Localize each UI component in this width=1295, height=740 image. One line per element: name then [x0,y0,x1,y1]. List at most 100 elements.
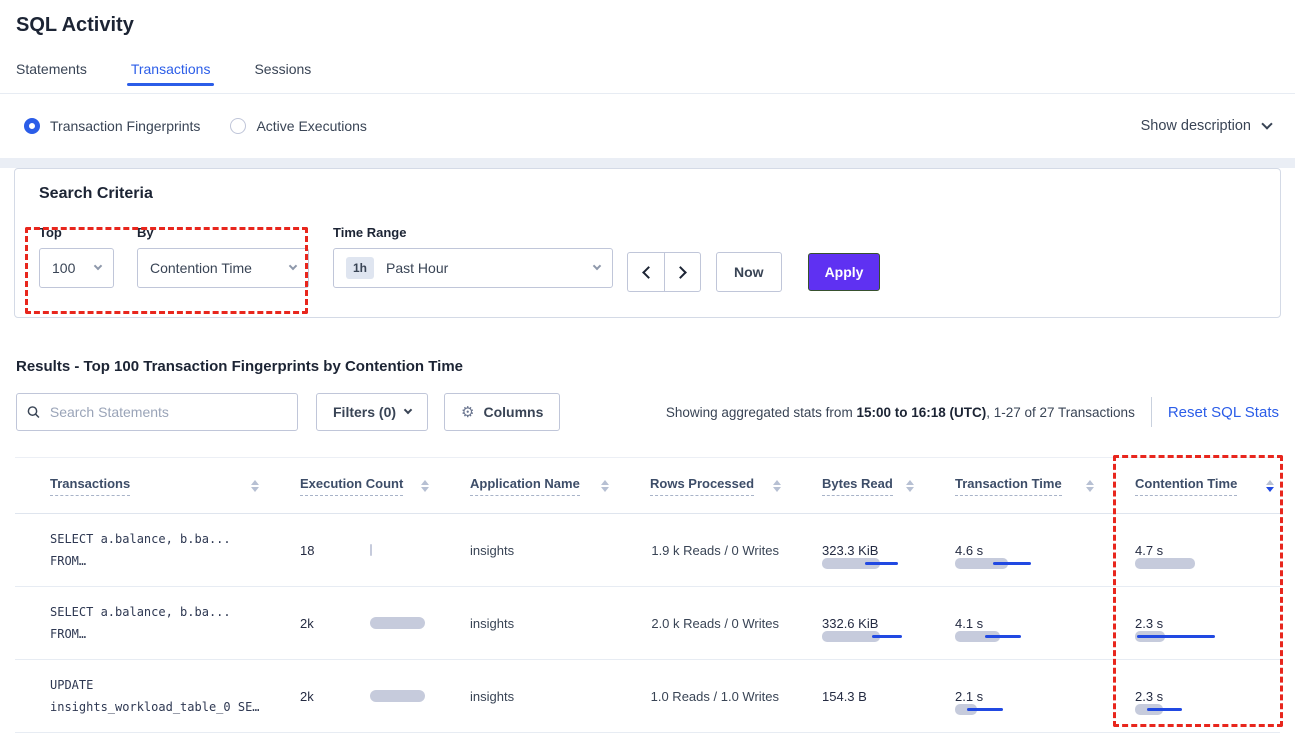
tab-statements[interactable]: Statements [16,61,87,77]
table-header-row: Transactions Execution Count Application… [15,458,1280,514]
top-select-value: 100 [52,260,76,276]
search-criteria-form: Top 100 By Contention Time Time Range 1h… [39,225,1256,292]
header-transactions: Transactions [15,476,265,496]
filters-button[interactable]: Filters (0) [316,393,429,431]
contention-time-cell: 4.7 s [1100,543,1280,569]
top-label: Top [39,225,62,240]
execution-count-bar [370,690,425,702]
next-time-button[interactable] [664,252,701,292]
execution-count-cell: 2k [265,616,435,631]
transaction-time-cell: 4.6 s [920,543,1100,569]
previous-time-button[interactable] [627,252,664,292]
execution-count-cell: 18 [265,543,435,558]
transaction-time-bar [955,630,1000,642]
transaction-time-stddev-line [967,707,1003,711]
time-range-select[interactable]: 1h Past Hour [333,248,613,288]
rows-processed-cell: 1.0 Reads / 1.0 Writes [650,688,779,704]
by-select[interactable]: Contention Time [137,248,309,288]
top-field-group: Top 100 [39,225,114,288]
header-execution-count: Execution Count [265,476,435,496]
by-select-value: Contention Time [150,260,252,276]
execution-count-bar [370,617,425,629]
rows-processed-cell: 2.0 k Reads / 0 Writes [651,615,779,631]
radio-unselected-icon[interactable] [230,118,247,134]
sort-icon[interactable] [421,479,429,492]
search-icon [27,406,40,419]
by-label: By [137,225,154,240]
bytes-read-stddev-line [865,561,898,565]
section-divider [0,158,1295,168]
transaction-time-cell: 4.1 s [920,616,1100,642]
sort-icon-active-desc[interactable] [1266,479,1274,492]
bytes-read-cell: 323.3 KiB [787,543,920,569]
radio-label-transaction-fingerprints[interactable]: Transaction Fingerprints [50,118,201,134]
now-button[interactable]: Now [716,252,782,292]
bytes-read-cell: 154.3 B [822,688,867,704]
time-step-buttons [627,252,701,292]
chevron-down-icon [288,261,298,271]
application-name-cell: insights [470,542,515,558]
table-row[interactable]: UPDATE insights_workload_table_0 SE… 2k … [15,660,1280,733]
search-input[interactable] [47,403,287,421]
radio-label-active-executions[interactable]: Active Executions [256,118,367,134]
header-bytes-read: Bytes Read [787,476,920,496]
aggregated-stats-text: Showing aggregated stats from 15:00 to 1… [665,404,1135,420]
header-contention-time: Contention Time [1100,476,1280,496]
header-application-name: Application Name [435,476,615,496]
gear-icon: ⚙ [461,403,475,421]
sort-icon[interactable] [1086,479,1094,492]
contention-time-bar [1135,557,1195,569]
table-row[interactable]: SELECT a.balance, b.ba... FROM… 2k insig… [15,587,1280,660]
results-title: Results - Top 100 Transaction Fingerprin… [16,358,464,375]
table-row[interactable]: SELECT a.balance, b.ba... FROM… 18 insig… [15,514,1280,587]
sort-icon[interactable] [773,479,781,492]
bytes-read-stddev-line [872,634,902,638]
transaction-time-bar [955,703,977,715]
page-title: SQL Activity [16,14,134,36]
search-criteria-card: Search Criteria Top 100 By Contention Ti… [14,168,1281,318]
transaction-fingerprint[interactable]: SELECT a.balance, b.ba... FROM… [50,531,231,568]
show-description-toggle[interactable]: Show description [1140,118,1273,134]
page-header: SQL Activity [0,0,1295,37]
transaction-fingerprint[interactable]: SELECT a.balance, b.ba... FROM… [50,604,231,641]
sort-icon[interactable] [601,479,609,492]
tab-bar: Statements Transactions Sessions [0,61,1295,94]
chevron-down-icon [403,405,413,415]
time-range-value: Past Hour [386,260,449,276]
reset-sql-stats-link[interactable]: Reset SQL Stats [1167,403,1279,421]
time-range-field-group: Time Range 1h Past Hour [333,225,613,288]
show-description-label: Show description [1140,118,1251,134]
view-toggle-row: Transaction Fingerprints Active Executio… [0,94,1295,158]
contention-time-cell: 2.3 s [1100,689,1280,715]
columns-button[interactable]: ⚙ Columns [444,393,561,431]
execution-count-cell: 2k [265,689,435,704]
transaction-time-cell: 2.1 s [920,689,1100,715]
bytes-read-bar [822,630,880,642]
apply-button[interactable]: Apply [807,253,881,291]
stats-time-range: 15:00 to 16:18 (UTC) [856,404,987,420]
rows-processed-cell: 1.9 k Reads / 0 Writes [651,542,779,558]
chevron-down-icon [93,261,103,271]
sort-icon[interactable] [251,479,259,492]
results-controls: Filters (0) ⚙ Columns Showing aggregated… [16,393,1279,431]
transactions-table: Transactions Execution Count Application… [15,457,1280,733]
by-field-group: By Contention Time [137,225,309,288]
left-arrow-icon [641,265,655,279]
sort-icon[interactable] [906,479,914,492]
radio-selected-icon[interactable] [24,118,40,134]
chevron-down-icon [592,261,602,271]
application-name-cell: insights [470,615,515,631]
bytes-read-bar [822,557,880,569]
contention-time-stddev-line [1137,634,1215,638]
transaction-time-bar [955,557,1008,569]
columns-label: Columns [483,404,544,420]
filters-label: Filters (0) [333,404,397,420]
tab-sessions[interactable]: Sessions [254,61,312,77]
vertical-divider [1150,397,1152,427]
tab-transactions[interactable]: Transactions [126,61,215,93]
transaction-fingerprint[interactable]: UPDATE insights_workload_table_0 SE… [50,677,260,714]
application-name-cell: insights [470,688,515,704]
execution-count-bar [370,544,372,556]
top-select[interactable]: 100 [39,248,114,288]
time-range-badge: 1h [346,257,375,279]
